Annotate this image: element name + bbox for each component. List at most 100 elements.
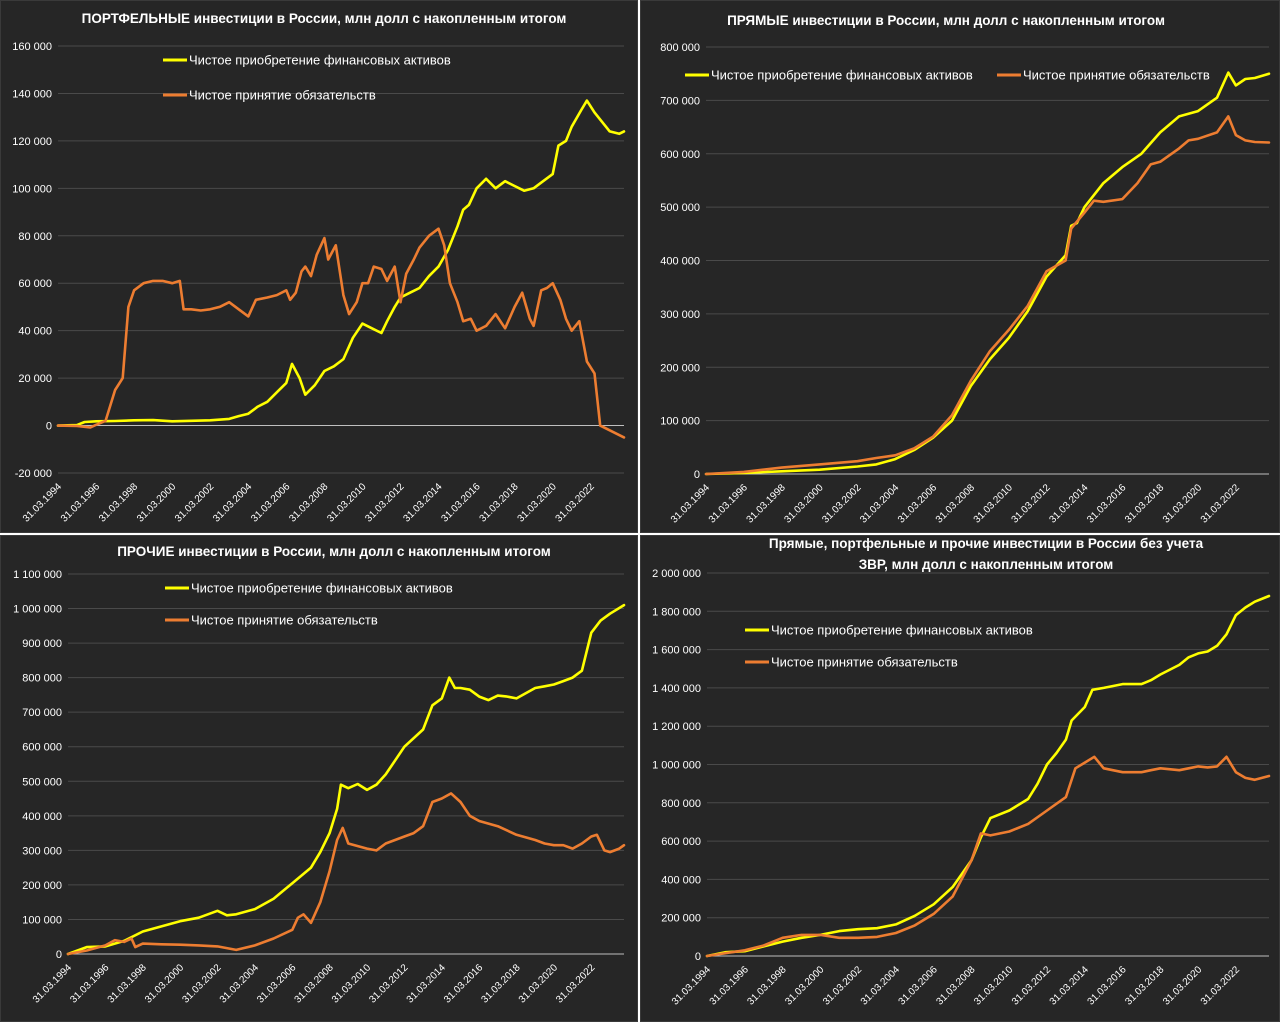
x-tick-label: 31.03.2016	[439, 481, 482, 524]
y-tick-label: 200 000	[660, 362, 700, 374]
x-tick-label: 31.03.2018	[479, 962, 522, 1005]
legend-label: Чистое принятие обязательств	[189, 88, 376, 103]
y-tick-label: 0	[694, 469, 700, 481]
x-tick-label: 31.03.2012	[367, 962, 410, 1005]
x-tick-label: 31.03.2010	[972, 964, 1015, 1007]
x-tick-label: 31.03.2000	[135, 481, 178, 524]
y-tick-label: 800 000	[660, 42, 700, 54]
y-tick-label: 700 000	[660, 95, 700, 107]
x-tick-label: 31.03.2010	[325, 481, 368, 524]
x-tick-label: 31.03.1996	[68, 962, 111, 1005]
x-tick-label: 31.03.2006	[897, 964, 940, 1007]
series-line-liabilities	[66, 792, 626, 956]
x-tick-label: 31.03.2016	[442, 962, 485, 1005]
y-tick-label: 60 000	[18, 278, 52, 290]
x-tick-label: 31.03.1996	[707, 482, 750, 525]
series-line-liabilities	[704, 115, 1271, 476]
x-tick-label: 31.03.2004	[859, 964, 902, 1007]
x-tick-label: 31.03.2014	[405, 962, 448, 1005]
x-tick-label: 31.03.2008	[287, 481, 330, 524]
y-tick-label: 20 000	[18, 373, 52, 385]
x-tick-label: 31.03.2016	[1085, 482, 1128, 525]
x-tick-label: 31.03.1998	[106, 962, 149, 1005]
y-tick-label: 500 000	[22, 776, 62, 788]
x-tick-label: 31.03.2008	[293, 962, 336, 1005]
legend-label: Чистое приобретение финансовых активов	[711, 68, 973, 83]
y-tick-label: 2 000 000	[652, 568, 701, 580]
legend-label: Чистое принятие обязательств	[1023, 68, 1210, 83]
x-tick-label: 31.03.2014	[1048, 964, 1091, 1007]
y-tick-label: 1 100 000	[13, 569, 62, 581]
y-tick-label: 1 000 000	[13, 604, 62, 616]
legend-label: Чистое приобретение финансовых активов	[191, 581, 453, 596]
x-tick-label: 31.03.2020	[1161, 964, 1204, 1007]
x-tick-label: 31.03.1996	[708, 964, 751, 1007]
chart-portfolio: ПОРТФЕЛЬНЫЕ инвестиции в России, млн дол…	[12, 11, 626, 525]
chart-panel-direct: ПРЯМЫЕ инвестиции в России, млн долл с н…	[640, 0, 1280, 533]
chart-title: ПРЯМЫЕ инвестиции в России, млн долл с н…	[727, 13, 1165, 28]
x-tick-label: 31.03.2000	[143, 962, 186, 1005]
x-tick-label: 31.03.2014	[1047, 482, 1090, 525]
x-tick-label: 31.03.2022	[1199, 964, 1242, 1007]
y-tick-label: 600 000	[661, 836, 701, 848]
y-tick-label: 100 000	[12, 183, 52, 195]
x-tick-label: 31.03.2020	[1161, 482, 1204, 525]
y-tick-label: 400 000	[22, 811, 62, 823]
x-tick-label: 31.03.2020	[517, 962, 560, 1005]
legend-label: Чистое приобретение финансовых активов	[189, 53, 451, 68]
y-tick-label: -20 000	[15, 468, 52, 480]
chart-panel-portfolio: ПОРТФЕЛЬНЫЕ инвестиции в России, млн дол…	[0, 0, 638, 533]
y-tick-label: 1 800 000	[652, 606, 701, 618]
y-tick-label: 1 000 000	[652, 760, 701, 772]
x-tick-label: 31.03.1994	[21, 481, 64, 524]
legend-label: Чистое принятие обязательств	[191, 613, 378, 628]
x-tick-label: 31.03.2010	[972, 482, 1015, 525]
chart-title: ЗВР, млн долл с накопленным итогом	[859, 557, 1114, 572]
x-tick-label: 31.03.1996	[59, 481, 102, 524]
y-tick-label: 0	[56, 949, 62, 961]
legend-label: Чистое приобретение финансовых активов	[771, 623, 1033, 638]
y-tick-label: 100 000	[660, 416, 700, 428]
x-tick-label: 31.03.2012	[1010, 964, 1053, 1007]
series-line-assets	[705, 594, 1271, 958]
y-tick-label: 800 000	[661, 798, 701, 810]
x-tick-label: 31.03.2018	[1123, 964, 1166, 1007]
chart-other: ПРОЧИЕ инвестиции в России, млн долл с н…	[13, 544, 626, 1006]
y-tick-label: 1 200 000	[652, 721, 701, 733]
x-tick-label: 31.03.1998	[745, 482, 788, 525]
y-tick-label: 1 400 000	[652, 683, 701, 695]
x-tick-label: 31.03.2006	[255, 962, 298, 1005]
series-line-assets	[66, 603, 626, 956]
y-tick-label: 300 000	[660, 309, 700, 321]
y-tick-label: 400 000	[661, 874, 701, 886]
x-tick-label: 31.03.2000	[783, 964, 826, 1007]
x-tick-label: 31.03.2012	[1010, 482, 1053, 525]
chart-title: Прямые, портфельные и прочие инвестиции …	[769, 536, 1204, 551]
y-tick-label: 600 000	[22, 742, 62, 754]
x-tick-label: 31.03.2022	[1199, 482, 1242, 525]
y-tick-label: 400 000	[660, 256, 700, 268]
x-tick-label: 31.03.2008	[934, 964, 977, 1007]
x-tick-label: 31.03.2012	[363, 481, 406, 524]
x-tick-label: 31.03.2008	[934, 482, 977, 525]
x-tick-label: 31.03.2004	[858, 482, 901, 525]
y-tick-label: 200 000	[22, 880, 62, 892]
series-line-liabilities	[56, 227, 626, 439]
y-tick-label: 500 000	[660, 202, 700, 214]
series-line-assets	[56, 99, 626, 427]
chart-title: ПРОЧИЕ инвестиции в России, млн долл с н…	[117, 544, 551, 559]
chart-direct: ПРЯМЫЕ инвестиции в России, млн долл с н…	[660, 13, 1271, 526]
x-tick-label: 31.03.2020	[516, 481, 559, 524]
legend-label: Чистое принятие обязательств	[771, 655, 958, 670]
y-tick-label: 120 000	[12, 136, 52, 148]
y-tick-label: 0	[695, 951, 701, 963]
y-tick-label: 200 000	[661, 913, 701, 925]
x-tick-label: 31.03.2006	[896, 482, 939, 525]
x-tick-label: 31.03.1994	[669, 482, 712, 525]
series-line-liabilities	[705, 755, 1271, 958]
y-tick-label: 80 000	[18, 231, 52, 243]
x-tick-label: 31.03.2002	[821, 964, 864, 1007]
x-tick-label: 31.03.1994	[670, 964, 713, 1007]
x-tick-label: 31.03.1998	[746, 964, 789, 1007]
x-tick-label: 31.03.2018	[478, 481, 521, 524]
